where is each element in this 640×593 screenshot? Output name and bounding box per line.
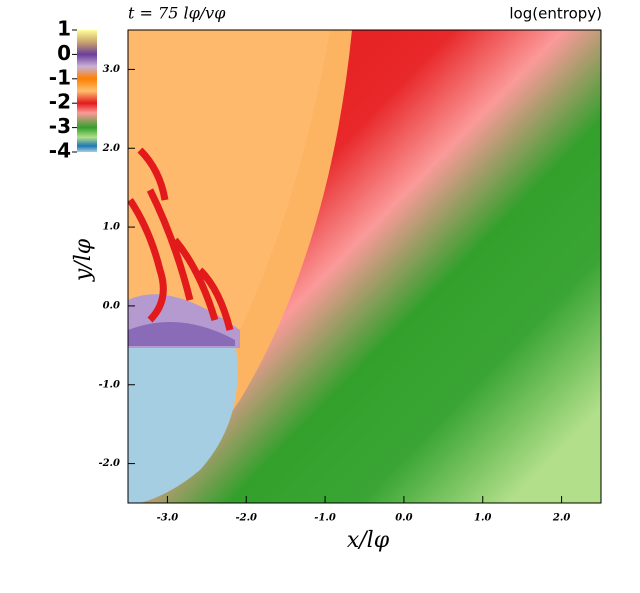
y-tick-label: 3.0 (103, 64, 120, 75)
x-tick-label: -3.0 (157, 513, 179, 524)
y-tick-label: 2.0 (102, 143, 120, 154)
x-tick-label: -2.0 (235, 513, 257, 524)
colorbar-tick-label: -3 (49, 114, 71, 138)
chart-title: t = 75 lφ/vφ (128, 4, 226, 23)
colorbar-tick-label: -2 (49, 90, 71, 114)
y-axis-label: y/lφ (71, 238, 96, 282)
y-tick-label: -2.0 (98, 458, 120, 469)
x-tick-label: 2.0 (552, 513, 570, 524)
x-tick-label: 0.0 (395, 513, 412, 524)
colorbar-tick-label: -4 (49, 139, 71, 163)
colorbar-label: log(entropy) (509, 5, 602, 23)
x-tick-label: 1.0 (474, 513, 491, 524)
y-tick-label: 1.0 (103, 222, 120, 233)
x-axis-label: x/lφ (347, 528, 390, 553)
colorbar (77, 30, 97, 152)
y-tick-label: 0.0 (103, 300, 120, 311)
x-tick-label: -1.0 (314, 513, 336, 524)
colorbar-tick-label: 0 (57, 41, 71, 65)
colorbar-tick-label: 1 (57, 17, 71, 41)
colorbar-tick-label: -1 (49, 65, 71, 89)
field (128, 30, 601, 503)
y-tick-label: -1.0 (98, 379, 120, 390)
